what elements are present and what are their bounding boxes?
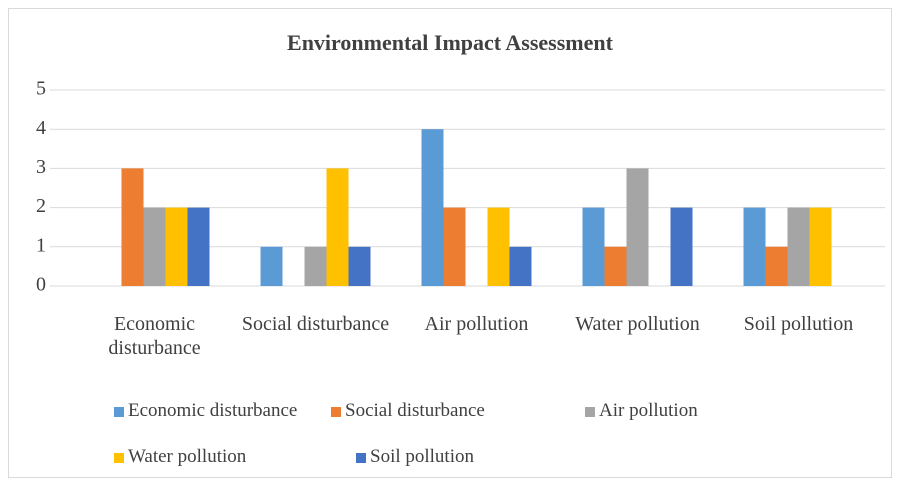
bar xyxy=(260,246,283,286)
bar xyxy=(604,246,627,286)
bar xyxy=(743,207,766,286)
legend-swatch xyxy=(585,407,595,417)
y-tick-label: 4 xyxy=(36,117,46,139)
y-tick-label: 3 xyxy=(36,156,46,178)
y-tick-label: 0 xyxy=(36,274,46,296)
chart-frame xyxy=(8,8,892,478)
y-tick-label: 2 xyxy=(36,195,46,217)
legend-label: Water pollution xyxy=(128,446,247,467)
bar xyxy=(765,246,788,286)
bar xyxy=(187,207,210,286)
bar xyxy=(304,246,327,286)
legend-swatch xyxy=(356,453,366,463)
legend-label: Soil pollution xyxy=(370,446,474,467)
x-tick-label: Economic disturbance xyxy=(108,313,201,359)
legend-label: Economic disturbance xyxy=(128,400,298,421)
bar xyxy=(809,207,832,286)
legend-swatch xyxy=(114,407,124,417)
bar xyxy=(348,246,371,286)
chart-title: Environmental Impact Assessment xyxy=(287,30,614,55)
legend-swatch xyxy=(114,453,124,463)
bar xyxy=(509,246,532,286)
bar xyxy=(670,207,693,286)
bar xyxy=(582,207,605,286)
bar xyxy=(787,207,810,286)
x-tick-label: Water pollution xyxy=(575,313,700,335)
bar xyxy=(143,207,166,286)
legend-label: Social disturbance xyxy=(345,400,485,421)
bar xyxy=(165,207,188,286)
bar xyxy=(421,129,444,286)
legend-label: Air pollution xyxy=(599,400,698,421)
bar xyxy=(121,168,144,286)
legend-swatch xyxy=(331,407,341,417)
y-tick-label: 1 xyxy=(36,234,46,256)
bar xyxy=(326,168,349,286)
bar xyxy=(443,207,466,286)
y-tick-label: 5 xyxy=(36,78,46,100)
bar xyxy=(626,168,649,286)
bar xyxy=(487,207,510,286)
x-tick-label: Air pollution xyxy=(424,313,529,335)
x-tick-label: Social disturbance xyxy=(241,313,390,335)
x-tick-label: Soil pollution xyxy=(743,313,854,335)
